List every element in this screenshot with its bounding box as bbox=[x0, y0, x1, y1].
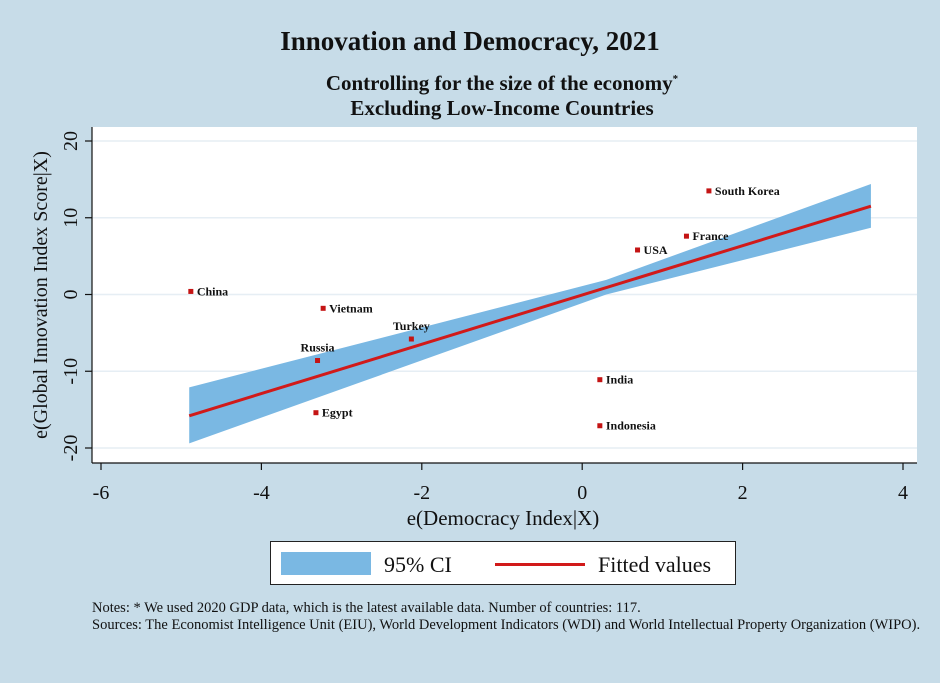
point-label: Vietnam bbox=[329, 301, 373, 315]
point-label: Turkey bbox=[393, 319, 430, 333]
point-label: South Korea bbox=[715, 184, 780, 198]
point-label: Indonesia bbox=[606, 419, 656, 433]
data-point bbox=[706, 188, 712, 194]
fitted-line bbox=[188, 204, 872, 418]
sources-line: Sources: The Economist Intelligence Unit… bbox=[92, 617, 921, 633]
data-point bbox=[313, 410, 319, 416]
x-tick-label: 4 bbox=[898, 482, 908, 504]
subtitle-footnote-marker: * bbox=[672, 73, 679, 85]
y-tick-label: -20 bbox=[60, 435, 82, 462]
point-label: India bbox=[606, 373, 633, 387]
data-point bbox=[315, 358, 321, 364]
legend-label-fitted: Fitted values bbox=[598, 552, 712, 577]
x-tick-label: -4 bbox=[253, 482, 270, 504]
x-tick-label: 2 bbox=[738, 482, 748, 504]
x-tick-label: -6 bbox=[93, 482, 110, 504]
chart-legend: 95% CI Fitted values bbox=[270, 541, 736, 585]
data-point bbox=[188, 288, 194, 294]
data-point bbox=[320, 305, 326, 311]
x-axis-label: e(Democracy Index|X) bbox=[407, 506, 600, 530]
data-point bbox=[683, 233, 689, 239]
data-point bbox=[597, 423, 603, 429]
y-tick-label: 10 bbox=[60, 208, 82, 228]
points-layer: South Korea France USA China Vietnam Turkey Ru… bbox=[188, 184, 780, 433]
x-tick-label: 0 bbox=[577, 482, 587, 504]
chart-notes: Notes: * We used 2020 GDP data, which is… bbox=[92, 600, 937, 634]
subtitle-line-1-text: Controlling for the size of the economy bbox=[325, 71, 673, 95]
notes-line: Notes: * We used 2020 GDP data, which is… bbox=[92, 600, 641, 616]
legend-swatch-fitted bbox=[495, 563, 585, 566]
y-tick-label: -10 bbox=[60, 358, 82, 385]
y-axis-label: e(Global Innovation Index Score|X) bbox=[30, 151, 52, 439]
fitted-line-layer bbox=[188, 204, 872, 418]
legend-label-ci: 95% CI bbox=[384, 552, 452, 577]
y-tick-label: 0 bbox=[60, 290, 82, 300]
data-point bbox=[597, 377, 603, 383]
point-label: Russia bbox=[301, 341, 335, 355]
y-tick-label: 20 bbox=[60, 131, 82, 151]
point-label: France bbox=[692, 229, 729, 243]
confidence-band bbox=[189, 183, 871, 444]
x-tick-label: -2 bbox=[413, 482, 430, 504]
point-label: USA bbox=[644, 243, 668, 257]
chart-subtitle-line-2: Excluding Low-Income Countries bbox=[350, 96, 654, 120]
legend-swatch-ci bbox=[281, 552, 371, 575]
data-point bbox=[408, 336, 414, 342]
point-label: China bbox=[197, 284, 228, 298]
scatter-plot: South Korea France USA China Vietnam Turkey Ru… bbox=[30, 127, 917, 530]
chart-title: Innovation and Democracy, 2021 bbox=[280, 26, 660, 56]
chart-subtitle-line-1: Controlling for the size of the economy* bbox=[0, 71, 940, 96]
confidence-band-layer bbox=[189, 183, 871, 444]
point-label: Egypt bbox=[322, 406, 353, 420]
data-point bbox=[635, 247, 641, 253]
